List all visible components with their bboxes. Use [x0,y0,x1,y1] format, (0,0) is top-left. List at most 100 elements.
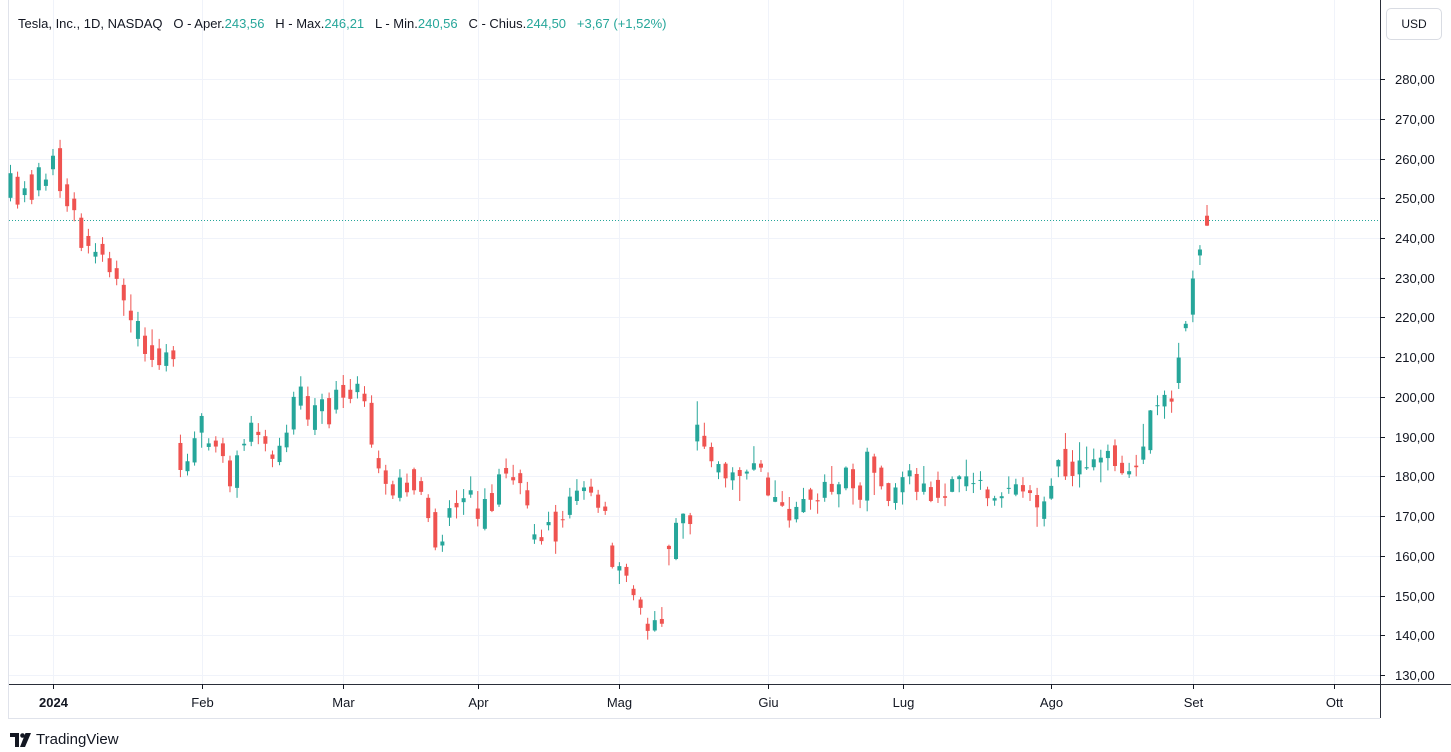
candle [950,476,955,493]
candle-body [8,173,13,198]
candle [1148,410,1153,454]
candle [447,500,452,527]
candle-body [468,490,473,495]
candle-body [305,396,310,420]
candle [312,398,317,436]
candle [419,477,424,496]
candle-body [553,511,558,542]
candle-body [355,383,360,393]
candle-body [475,508,480,519]
tradingview-logo[interactable]: TradingView [10,731,119,748]
candle-body [1020,485,1025,492]
candle [610,542,615,569]
candle [1183,321,1188,332]
candle [284,424,289,453]
candle [320,393,325,424]
candle-body [433,512,438,548]
candle-body [681,513,686,524]
close-value: 244,50 [526,16,567,31]
candle-body [546,522,551,526]
candle [383,464,388,495]
y-tick-label: 170,00 [1395,509,1435,524]
candle-body [879,467,884,487]
candle-body [36,167,41,191]
candle [843,466,848,491]
x-tick-label: Apr [468,695,489,710]
candle-body [242,443,247,446]
candle-body [249,422,254,442]
candle [787,497,792,528]
symbol-title[interactable]: Tesla, Inc., 1D, NASDAQ [18,16,163,31]
time-axis[interactable]: 2024 Feb Mar Apr Mag Giu Lug Ago Set Ott [39,684,1344,710]
candle [150,329,155,368]
candle [581,481,586,500]
candle [532,524,537,544]
candle-body [192,438,197,463]
candle-body [567,496,572,515]
candle [1063,433,1068,480]
y-tick-label: 130,00 [1395,668,1435,683]
candle-body [171,350,176,360]
candle-body [751,463,756,470]
candle [1028,485,1033,501]
candle-body [773,497,778,502]
price-axis[interactable]: 130,00 140,00 150,00 160,00 170,00 180,00 190,… [1380,72,1435,683]
candle-body [900,477,905,493]
candle [1070,450,1075,487]
candle-body [383,470,388,484]
candle-body [971,483,976,485]
candle [1098,449,1103,483]
candle [220,437,225,463]
x-tick-label: Giu [758,695,778,710]
candle-body [376,458,381,469]
candle [1197,245,1202,265]
candle [886,482,891,507]
candle [652,611,657,632]
open-value: 243,56 [224,16,265,31]
candle-body [978,479,983,481]
candle-body [985,489,990,499]
candle-body [525,490,530,506]
change-value: +3,67 (+1,52%) [576,16,667,31]
candle [1084,446,1089,470]
candle-body [22,188,27,196]
candle-body [143,335,148,354]
candle [907,464,912,485]
candle [249,415,254,447]
candle-body [787,508,792,521]
candle [192,431,197,466]
candle-body [504,468,509,474]
x-tick-label: Mag [607,695,632,710]
candle-body [327,398,332,425]
candle [475,491,480,527]
candle [277,437,282,466]
candle-body [914,473,919,492]
y-tick-label: 140,00 [1395,628,1435,643]
candle [1127,462,1132,478]
candle-body [1162,394,1167,407]
currency-button[interactable]: USD [1386,8,1442,40]
candle-body [135,321,140,339]
candle [433,508,438,551]
candle [808,487,813,510]
candle-body [511,477,516,481]
candle [695,401,700,451]
ohlc-legend: Tesla, Inc., 1D, NASDAQ O - Aper.243,56 … [18,16,667,31]
candle-body [362,393,367,402]
candle-body [893,487,898,503]
candle [596,489,601,513]
candle-body [43,179,48,186]
candle [921,466,926,495]
candle [957,475,962,493]
candle-body [851,469,856,489]
candle-body [1141,446,1146,460]
candle-body [206,443,211,447]
candle-body [312,405,317,430]
candle [1006,476,1011,494]
candle [256,423,261,445]
candle [8,164,13,202]
candle-body [581,487,586,492]
candle [298,376,303,410]
x-tick-label: Mar [332,695,355,710]
